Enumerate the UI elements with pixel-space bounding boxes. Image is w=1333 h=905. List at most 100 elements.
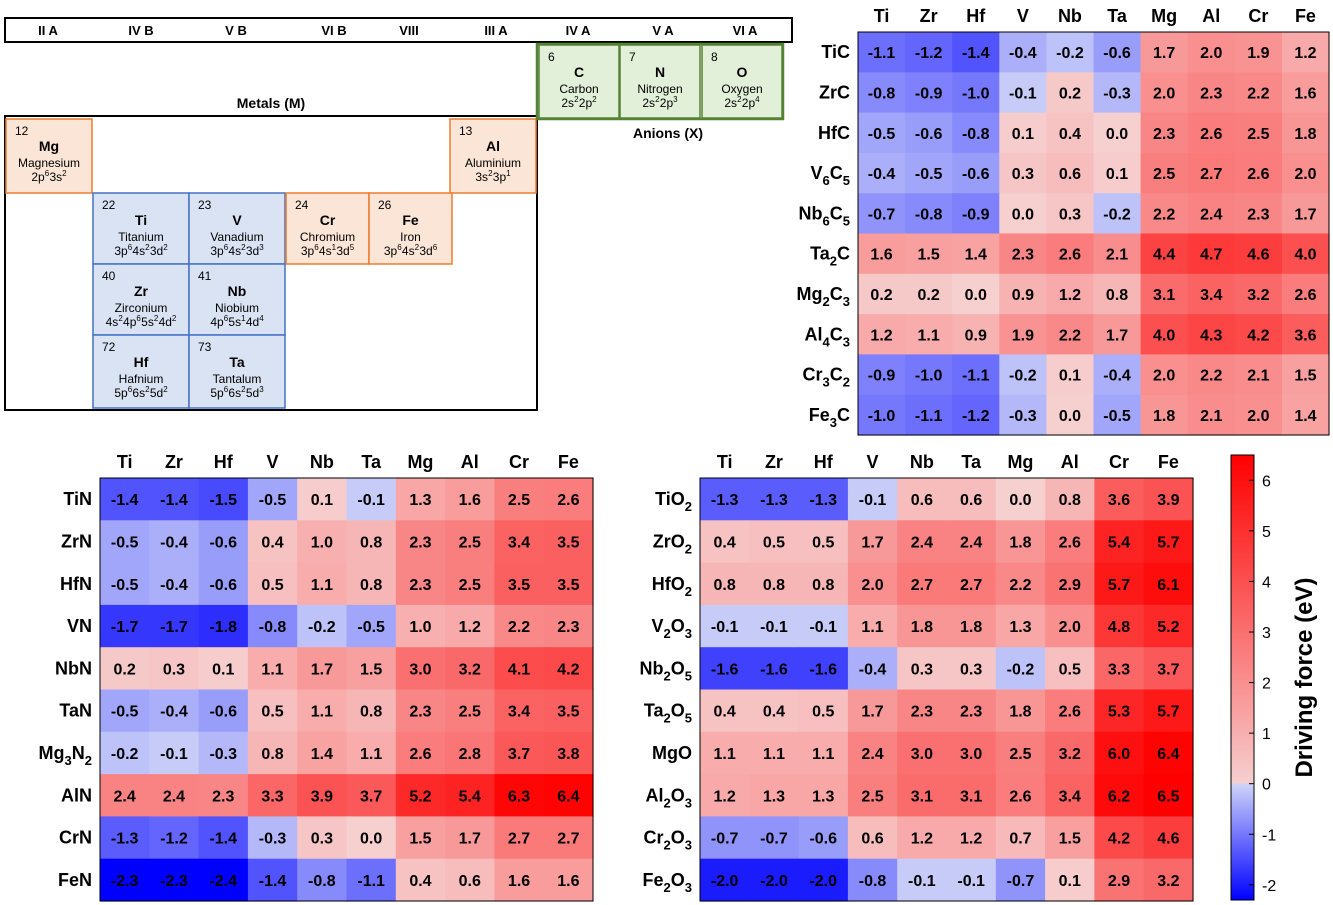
row-label-text: ZrC	[819, 82, 850, 102]
colorbar-tick-label: 4	[1262, 574, 1271, 591]
value-label: 3.5	[557, 534, 579, 551]
value-label: -1.0	[962, 85, 990, 102]
value-label: -0.2	[1056, 45, 1084, 62]
value-label: 1.2	[1294, 45, 1316, 62]
value-label: 0.2	[114, 661, 136, 678]
cell-oxides-6-7	[1045, 731, 1095, 775]
value-label: 0.8	[714, 577, 736, 594]
value-label: 2.3	[212, 788, 234, 805]
value-label: 2.0	[1247, 408, 1269, 425]
value-label: -0.6	[915, 126, 943, 143]
cell-oxides-4-2	[798, 647, 849, 691]
subscript: 2	[843, 375, 850, 390]
cell-carbides-5-9	[1281, 233, 1330, 275]
value-label: 1.4	[965, 247, 987, 264]
cell-carbides-1-1	[905, 72, 953, 114]
value-label: 0.3	[311, 831, 333, 848]
cell-carbides-7-5	[1093, 314, 1142, 355]
value-label: 1.1	[360, 746, 382, 763]
value-label: -0.1	[908, 873, 936, 890]
colorbar-tick-label: 0	[1262, 777, 1271, 794]
element-name: Niobium	[215, 301, 259, 315]
col-label-v: V	[1017, 6, 1029, 26]
row-label-text: Mg	[39, 743, 65, 763]
electron-config: 5p6 6s2 5d3	[210, 385, 264, 400]
cell-carbides-4-5	[1093, 193, 1142, 235]
value-label: 1.7	[1106, 327, 1128, 344]
value-label: -0.3	[1103, 85, 1131, 102]
cell-carbides-4-9	[1281, 193, 1330, 235]
value-label: 0.0	[1012, 206, 1034, 223]
cell-carbides-8-9	[1281, 354, 1330, 396]
row-label-text: ZrN	[61, 531, 92, 551]
element-box	[188, 263, 286, 336]
cell-nitrides-1-1	[149, 520, 200, 564]
value-label: 2.1	[1200, 408, 1222, 425]
value-label: 2.3	[911, 704, 933, 721]
value-label: 3.9	[1157, 492, 1179, 509]
row-label-mgo: MgO	[652, 743, 692, 763]
cell-oxides-6-5	[946, 731, 997, 775]
value-label: -0.2	[308, 619, 336, 636]
cell-oxides-5-2	[798, 689, 849, 733]
value-label: -1.0	[868, 408, 896, 425]
atomic-number: 72	[102, 340, 116, 354]
superscript: 1	[241, 314, 246, 323]
cell-nitrides-9-8	[494, 858, 545, 902]
col-label-nb: Nb	[1058, 6, 1082, 26]
value-label: -1.8	[209, 619, 237, 636]
orbital: 4s	[106, 315, 119, 329]
cell-nitrides-3-3	[247, 604, 298, 648]
orbital: 5p	[114, 386, 128, 400]
cell-carbides-2-8	[1234, 112, 1283, 154]
value-label: 1.3	[409, 492, 431, 509]
row-label-aln: AlN	[61, 785, 92, 805]
superscript: 3	[259, 385, 264, 394]
value-label: 2.4	[960, 534, 982, 551]
row-label-text: C	[830, 284, 843, 304]
cell-nitrides-1-7	[445, 520, 495, 564]
colorbar-tick-label: -1	[1262, 827, 1276, 844]
cell-oxides-5-8	[1094, 689, 1145, 733]
subscript: 2	[85, 753, 92, 768]
cell-carbides-9-5	[1093, 394, 1142, 436]
value-label: -1.6	[711, 661, 739, 678]
cell-nitrides-4-1	[149, 647, 200, 691]
value-label: -0.7	[868, 206, 896, 223]
cell-nitrides-2-4	[297, 562, 348, 606]
superscript: 2	[592, 95, 597, 104]
element-symbol: O	[737, 64, 748, 80]
subscript: 4	[823, 334, 831, 349]
cell-nitrides-0-6	[395, 478, 446, 521]
value-label: 0.4	[261, 534, 283, 551]
value-label: 0.1	[1059, 873, 1081, 890]
cell-nitrides-6-9	[543, 731, 594, 775]
row-label-nb6c5: Nb6C5	[799, 203, 850, 228]
cell-oxides-6-3	[847, 731, 898, 775]
colorbar-tick-label: 1	[1262, 726, 1271, 743]
colorbar-label: Driving force (eV)	[1291, 577, 1318, 777]
value-label: 0.5	[1059, 661, 1081, 678]
value-label: 1.1	[261, 661, 283, 678]
cell-nitrides-7-3	[247, 774, 298, 817]
value-label: 0.3	[163, 661, 185, 678]
cell-carbides-8-0	[858, 354, 906, 396]
cell-oxides-9-5	[946, 858, 997, 902]
cell-nitrides-5-6	[395, 689, 446, 733]
colorbar: -2 -1 0 1 2 3 4 5 6 Driving force (eV)	[1230, 454, 1318, 901]
value-label: 1.8	[1294, 126, 1316, 143]
value-label: 2.9	[1108, 873, 1130, 890]
cell-nitrides-1-4	[297, 520, 348, 564]
cell-carbides-6-7	[1187, 273, 1236, 315]
cell-oxides-5-1	[749, 689, 800, 733]
cell-oxides-2-2	[798, 562, 849, 606]
value-label: 4.2	[1247, 327, 1269, 344]
heatmap-oxides: Ti Zr Hf V Nb Ta Mg Al Cr Fe -1.3 -1.3 -1.3 -0.1 0.6 0.…	[640, 452, 1194, 902]
value-label: -0.6	[209, 577, 237, 594]
orbital: 4s	[319, 244, 332, 258]
cell-carbides-4-8	[1234, 193, 1283, 235]
colorbar-tick-label: 3	[1262, 625, 1271, 642]
cell-carbides-0-3	[999, 32, 1047, 73]
superscript: 2	[172, 314, 177, 323]
cell-oxides-3-8	[1094, 604, 1145, 648]
